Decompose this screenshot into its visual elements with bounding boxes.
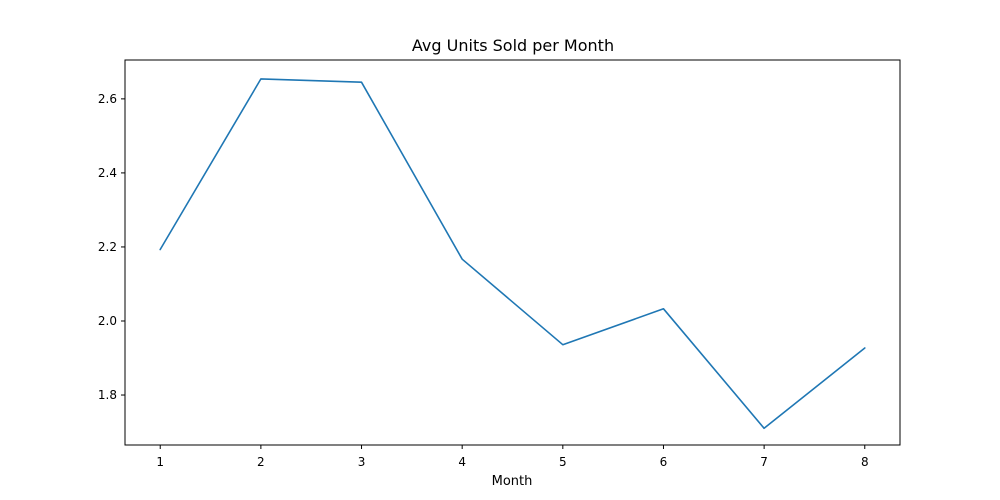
y-tick-label: 2.4 bbox=[98, 166, 117, 180]
y-tick-label: 1.8 bbox=[98, 388, 117, 402]
x-tick-label: 2 bbox=[257, 455, 265, 469]
x-tick-label: 4 bbox=[458, 455, 466, 469]
y-tick-label: 2.6 bbox=[98, 92, 117, 106]
x-tick-label: 1 bbox=[156, 455, 164, 469]
x-tick-label: 3 bbox=[358, 455, 366, 469]
x-axis-label: Month bbox=[492, 474, 533, 489]
y-tick-label: 2.2 bbox=[98, 240, 117, 254]
x-tick-label: 6 bbox=[660, 455, 668, 469]
series-layer bbox=[159, 78, 866, 430]
x-tick-label: 8 bbox=[861, 455, 869, 469]
series-line bbox=[159, 78, 866, 430]
y-tick-label: 2.0 bbox=[98, 314, 117, 328]
axis-ticks: 1 2 3 4 5 6 7 8 1.8 2.0 2.2 2.4 2.6 bbox=[98, 92, 869, 469]
plot-frame bbox=[124, 59, 901, 446]
x-tick-label: 5 bbox=[559, 455, 567, 469]
x-tick-label: 7 bbox=[760, 455, 768, 469]
chart-title: Avg Units Sold per Month bbox=[412, 36, 614, 55]
